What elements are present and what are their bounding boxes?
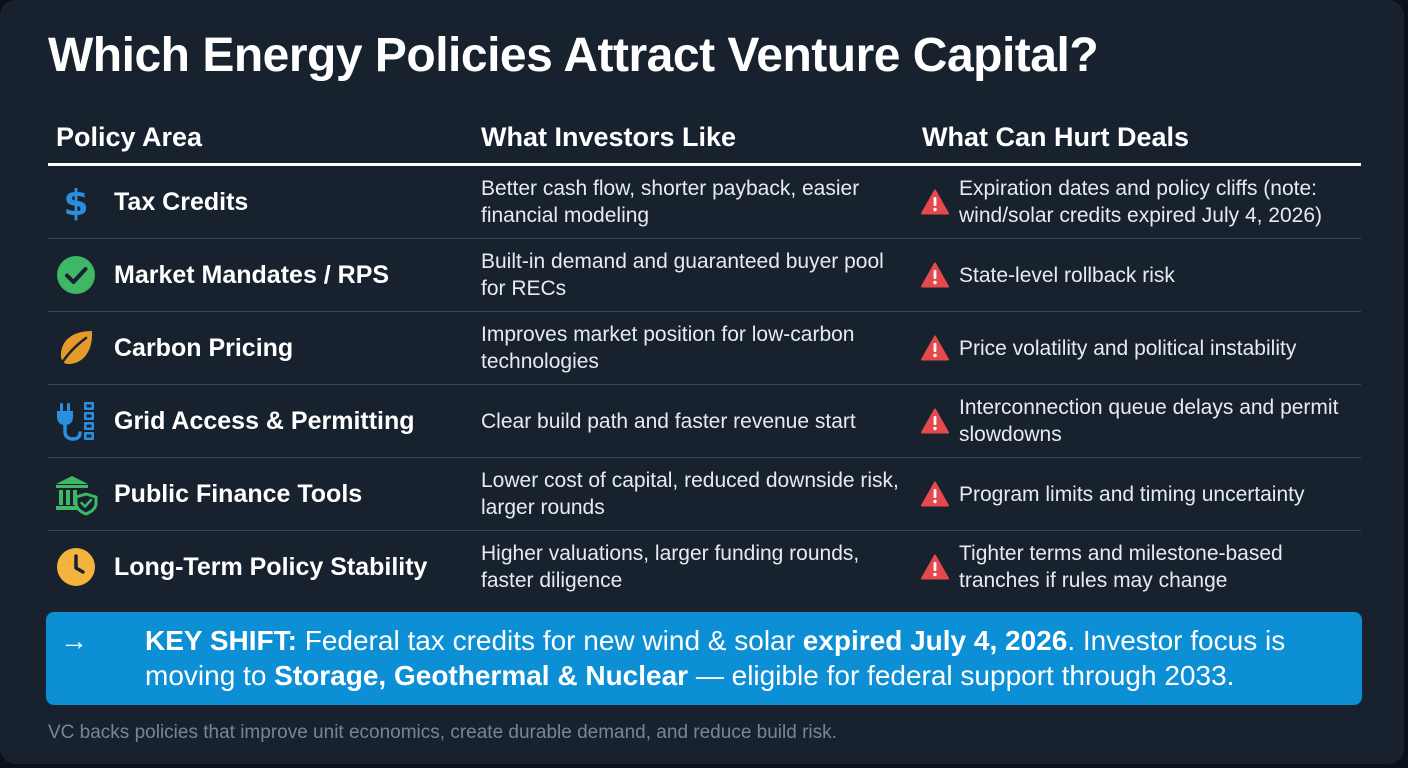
header-investors-like: What Investors Like [481, 122, 737, 152]
hurt-deals-text: Price volatility and political instabili… [959, 336, 1297, 360]
policy-table: Policy Area What Investors Like What Can… [48, 112, 1361, 603]
arrow-right-icon: → [60, 625, 88, 656]
banner-highlight: Storage, Geothermal & Nuclear [274, 660, 689, 691]
clock-icon [56, 547, 96, 587]
check-circle-icon [56, 255, 96, 295]
investors-like-text: Lower cost of capital, reduced downside … [481, 469, 899, 519]
policy-name: Long-Term Policy Stability [114, 552, 428, 581]
investors-like-text: Clear build path and faster revenue star… [481, 409, 856, 433]
hurt-deals-text: Expiration dates and policy cliffs (note… [959, 177, 1323, 227]
warning-icon [921, 189, 949, 215]
dollar-icon: $ [56, 182, 96, 222]
policy-name: Grid Access & Permitting [114, 406, 415, 435]
policy-name: Public Finance Tools [114, 479, 363, 508]
header-policy-area: Policy Area [56, 122, 203, 152]
svg-text:$: $ [63, 183, 88, 222]
hurt-deals-text: Tighter terms and milestone-based tranch… [959, 542, 1283, 592]
header-hurt-deals: What Can Hurt Deals [922, 122, 1190, 152]
warning-icon [921, 335, 949, 361]
table-row: $ Tax Credits Better cash flow, shorter … [48, 166, 1361, 239]
footer-note: VC backs policies that improve unit econ… [48, 722, 837, 743]
banner-text: — eligible for federal support through 2… [688, 660, 1235, 691]
warning-icon [921, 554, 949, 580]
hurt-deals-text: Interconnection queue delays and permit … [959, 396, 1339, 446]
policy-name: Tax Credits [114, 187, 249, 216]
banner-label: KEY SHIFT: [145, 625, 297, 656]
investors-like-text: Higher valuations, larger funding rounds… [481, 542, 860, 592]
investors-like-text: Better cash flow, shorter payback, easie… [481, 177, 860, 227]
table-header: Policy Area What Investors Like What Can… [48, 112, 1361, 166]
table-row: Grid Access & Permitting Clear build pat… [48, 385, 1361, 458]
banner-line-1: KEY SHIFT: Federal tax credits for new w… [145, 623, 1362, 658]
table-row: Carbon Pricing Improves market position … [48, 312, 1361, 385]
leaf-icon [56, 328, 96, 368]
bank-shield-icon [56, 474, 98, 516]
policy-name: Carbon Pricing [114, 333, 294, 362]
hurt-deals-text: State-level rollback risk [959, 263, 1175, 287]
page-title: Which Energy Policies Attract Venture Ca… [48, 29, 1099, 82]
banner-text: moving to [145, 660, 275, 691]
table-row: Market Mandates / RPS Built-in demand an… [48, 239, 1361, 312]
warning-icon [921, 262, 949, 288]
warning-icon [921, 408, 949, 434]
banner-line-2: moving to Storage, Geothermal & Nuclear … [145, 658, 1362, 693]
investors-like-text: Built-in demand and guaranteed buyer poo… [481, 250, 884, 300]
plug-grid-icon [56, 401, 96, 441]
banner-highlight: expired July 4, 2026 [802, 625, 1068, 656]
table-row: Public Finance Tools Lower cost of capit… [48, 458, 1361, 531]
warning-icon [921, 481, 949, 507]
investors-like-text: Improves market position for low-carbon … [481, 323, 855, 373]
banner-text: . Investor focus is [1067, 625, 1286, 656]
banner-text: Federal tax credits for new wind & solar [296, 625, 803, 656]
key-shift-banner: → KEY SHIFT: Federal tax credits for new… [46, 612, 1362, 705]
hurt-deals-text: Program limits and timing uncertainty [959, 482, 1305, 506]
table-row: Long-Term Policy Stability Higher valuat… [48, 531, 1361, 603]
policy-name: Market Mandates / RPS [114, 260, 390, 289]
